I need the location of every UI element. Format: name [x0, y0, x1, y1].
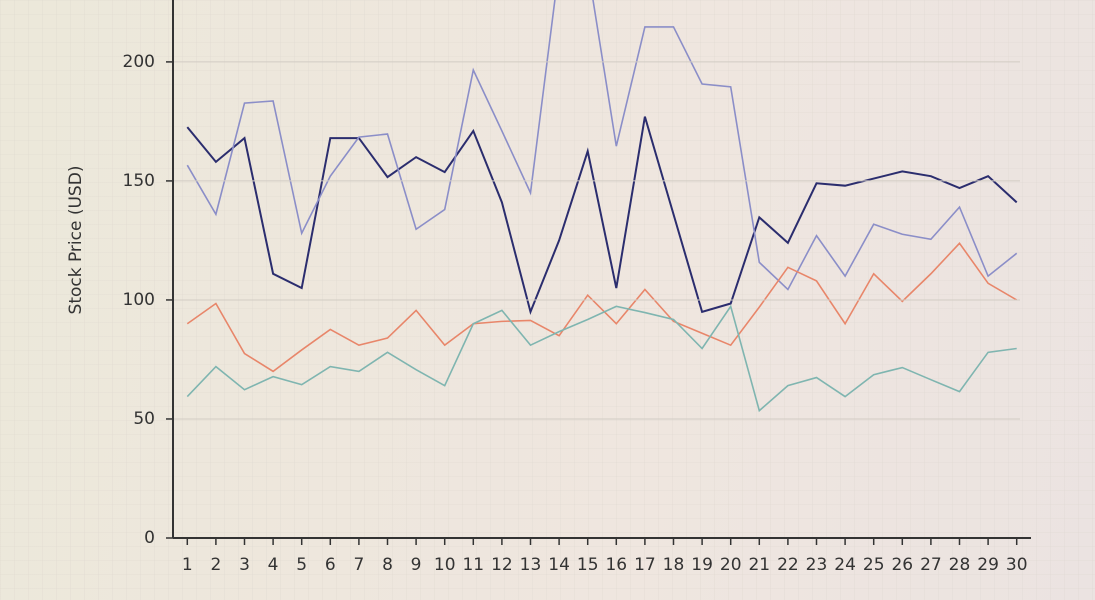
series-line — [186, 0, 1018, 291]
x-tick-label: 21 — [748, 555, 770, 575]
plot-area — [186, 0, 1018, 413]
x-tick-label: 12 — [491, 555, 513, 575]
x-tick-label: 4 — [268, 555, 279, 575]
x-tick-label: 29 — [977, 555, 999, 575]
y-tick-label: 50 — [133, 409, 155, 429]
x-tick-label: 17 — [634, 555, 656, 575]
x-tick-label: 18 — [663, 555, 685, 575]
x-tick-label: 11 — [462, 555, 484, 575]
x-tick-label: 15 — [577, 555, 599, 575]
x-tick-label: 16 — [605, 555, 627, 575]
x-tick-label: 13 — [520, 555, 542, 575]
x-tick-label: 5 — [296, 555, 307, 575]
x-tick-label: 26 — [891, 555, 913, 575]
y-tick-label: 0 — [144, 528, 155, 548]
x-tick-label: 3 — [239, 555, 250, 575]
x-tick-label: 14 — [548, 555, 570, 575]
x-tick-label: 23 — [806, 555, 828, 575]
x-tick-label: 30 — [1006, 555, 1028, 575]
x-tick-label: 28 — [949, 555, 971, 575]
x-tick-label: 25 — [863, 555, 885, 575]
x-tick-label: 2 — [210, 555, 221, 575]
x-tick-label: 7 — [353, 555, 364, 575]
x-tick-label: 27 — [920, 555, 942, 575]
x-tick-label: 24 — [834, 555, 856, 575]
y-tick-label: 200 — [123, 52, 155, 72]
y-tick-label: 100 — [123, 290, 155, 310]
x-tick-label: 6 — [325, 555, 336, 575]
x-tick-label: 8 — [382, 555, 393, 575]
x-tick-label: 10 — [434, 555, 456, 575]
y-tick-label: 150 — [123, 171, 155, 191]
x-tick-label: 20 — [720, 555, 742, 575]
series-line — [186, 116, 1018, 316]
x-tick-label: 1 — [182, 555, 193, 575]
x-tick-label: 22 — [777, 555, 799, 575]
y-axis-label: Stock Price (USD) — [66, 166, 86, 315]
series-line — [186, 304, 1017, 413]
x-tick-label: 9 — [411, 555, 422, 575]
x-tick-label: 19 — [691, 555, 713, 575]
series-line — [186, 242, 1018, 373]
